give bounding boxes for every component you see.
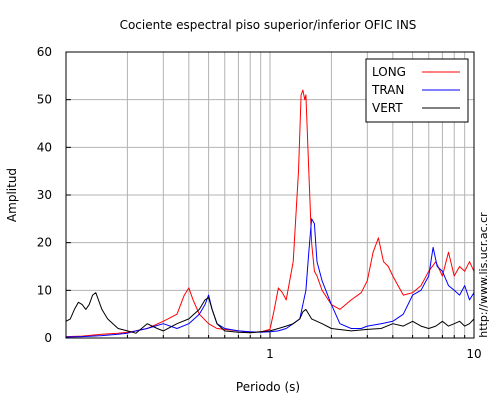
y-tick-label: 60 — [37, 45, 52, 59]
legend-label-vert: VERT — [372, 101, 403, 115]
series-layer — [65, 89, 475, 338]
chart-title: Cociente espectral piso superior/inferio… — [120, 18, 417, 32]
y-tick-label: 40 — [37, 140, 52, 154]
y-tick-label: 20 — [37, 236, 52, 250]
x-tick-label: 10 — [466, 347, 481, 361]
y-tick-label: 30 — [37, 188, 52, 202]
y-axis-label: Amplitud — [5, 168, 19, 222]
series-line-tran — [65, 218, 475, 338]
legend-label-long: LONG — [372, 65, 406, 79]
legend-label-tran: TRAN — [371, 83, 404, 97]
x-axis-label: Periodo (s) — [236, 380, 300, 394]
axes: 0 10 20 30 40 50 60 1 10 — [37, 45, 482, 361]
grid — [66, 52, 474, 338]
legend: LONG TRAN VERT — [365, 58, 469, 123]
source-url-label: http://www.lis.ucr.ac.cr — [477, 212, 490, 338]
y-tick-label: 10 — [37, 283, 52, 297]
series-line-long — [65, 89, 475, 338]
series-line-vert — [65, 292, 475, 334]
x-tick-label: 1 — [266, 347, 274, 361]
y-tick-label: 50 — [37, 93, 52, 107]
y-tick-label: 0 — [44, 331, 52, 345]
